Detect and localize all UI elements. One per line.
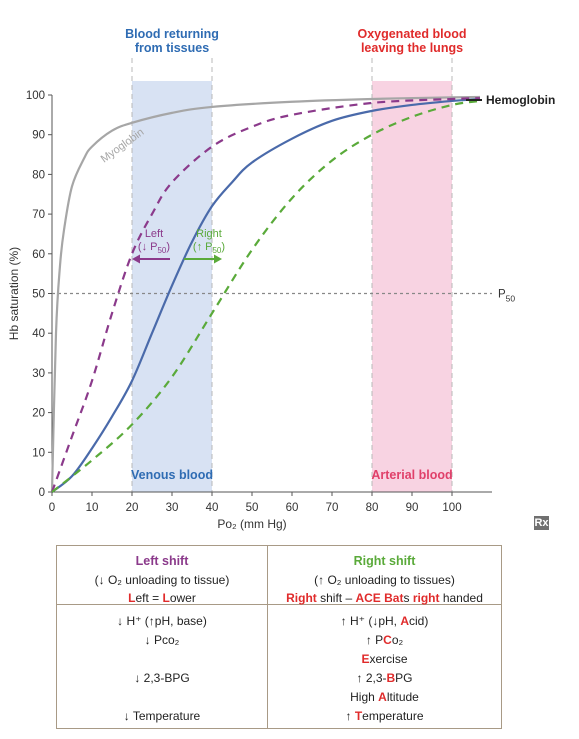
left-shift-arrowhead	[132, 254, 140, 264]
x-tick-label-80: 80	[366, 502, 379, 514]
y-tick-label-40: 40	[32, 328, 45, 340]
y-tick-label-80: 80	[32, 169, 45, 181]
x-tick-label-60: 60	[286, 502, 299, 514]
left-shift-annotation-p50: (↓ P50)	[138, 241, 170, 255]
right-shift-row-temp: ↑ Temperature	[345, 709, 424, 723]
hemoglobin-label: Hemoglobin	[486, 93, 555, 107]
y-tick-label-100: 100	[26, 90, 45, 102]
right-shift-header: Right shift (↑ O₂ unloading to tissues) …	[286, 554, 483, 605]
venous-top-label-0: Blood returning	[125, 27, 219, 41]
left-shift-row-bpg: ↓ 2,3-BPG	[134, 671, 190, 685]
venous-top-label-1: from tissues	[135, 41, 209, 55]
left-shift-header: Left shift (↓ O₂ unloading to tissue) Le…	[94, 554, 230, 605]
x-tick-label-10: 10	[86, 502, 99, 514]
y-tick-label-10: 10	[32, 447, 45, 459]
left-shift-curve	[50, 97, 481, 493]
p50-label: P50	[498, 289, 515, 304]
y-tick-label-60: 60	[32, 249, 45, 261]
x-tick-label-50: 50	[246, 502, 259, 514]
left-shift-row-temp: ↓ Temperature	[123, 709, 201, 723]
right-shift-row-altitude: High Altitude	[350, 690, 419, 704]
y-tick-label-30: 30	[32, 368, 45, 380]
arterial-region	[372, 81, 452, 492]
right-shift-curve	[51, 99, 481, 493]
right-shift-row-h: ↑ H⁺ (↓pH, Acid)	[340, 614, 429, 628]
myoglobin-curve	[50, 95, 481, 493]
x-axis-label: Po₂ (mm Hg)	[217, 517, 286, 531]
x-tick-label-90: 90	[406, 502, 419, 514]
x-tick-label-30: 30	[166, 502, 179, 514]
y-axis-label: Hb saturation (%)	[7, 247, 21, 340]
right-shift-annotation-title: Right	[196, 228, 222, 240]
y-tick-label-90: 90	[32, 130, 45, 142]
left-shift-annotation-title: Left	[145, 228, 163, 240]
hemoglobin-curve	[51, 97, 481, 493]
right-shift-row-exercise: Exercise	[361, 652, 408, 666]
arterial-top-label-1: leaving the lungs	[361, 41, 463, 55]
left-shift-row-pco2: ↓ Pco₂	[144, 633, 180, 647]
x-tick-label-0: 0	[49, 502, 55, 514]
right-shift-row-pco2: ↑ PCo₂	[365, 633, 404, 647]
venous-bottom-label: Venous blood	[131, 468, 213, 482]
x-tick-label-100: 100	[442, 502, 461, 514]
right-shift-annotation-p50: (↑ P50)	[193, 241, 225, 255]
y-tick-label-50: 50	[32, 289, 45, 301]
y-tick-label-0: 0	[39, 487, 45, 499]
right-shift-arrowhead	[214, 254, 222, 264]
y-tick-label-70: 70	[32, 209, 45, 221]
shift-table: Left shift (↓ O₂ unloading to tissue) Le…	[56, 545, 502, 729]
arterial-bottom-label: Arterial blood	[371, 468, 452, 482]
arterial-top-label-0: Oxygenated blood	[357, 27, 466, 41]
left-shift-row-h: ↓ H⁺ (↑pH, base)	[117, 614, 207, 628]
x-tick-label-40: 40	[206, 502, 219, 514]
x-tick-label-70: 70	[326, 502, 339, 514]
x-tick-label-20: 20	[126, 502, 139, 514]
right-shift-row-bpg: ↑ 2,3-BPG	[356, 671, 413, 685]
y-tick-label-20: 20	[32, 408, 45, 420]
rx-badge: Rx	[534, 516, 549, 530]
